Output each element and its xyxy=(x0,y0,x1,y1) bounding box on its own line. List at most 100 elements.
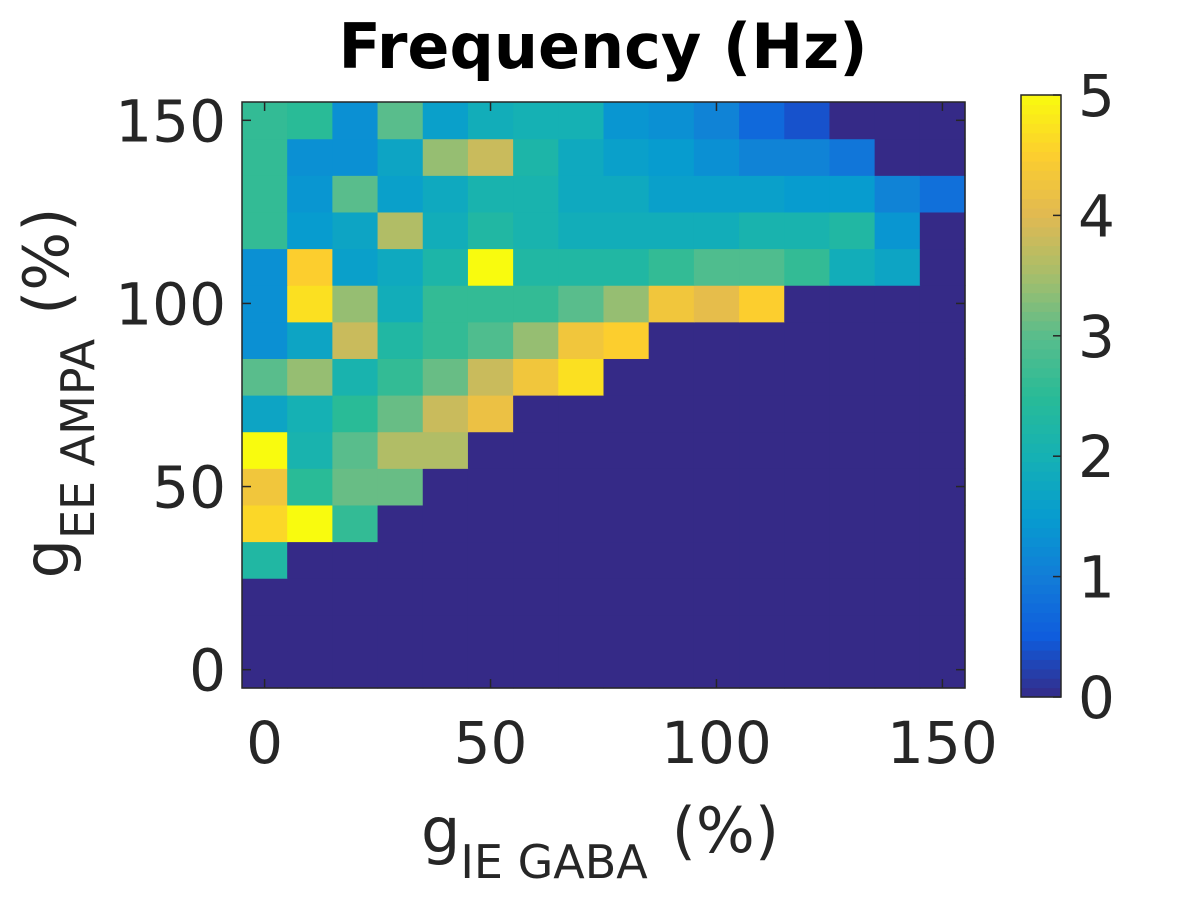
heatmap-cell xyxy=(422,468,469,506)
y-tick-label: 150 xyxy=(115,87,226,155)
colorbar-tick-label: 3 xyxy=(1078,303,1115,371)
heatmap-cell xyxy=(467,614,514,652)
heatmap-cell xyxy=(242,614,288,652)
colorbar-frame xyxy=(1020,94,1062,698)
heatmap-cell xyxy=(919,395,966,433)
y-tick-label: 50 xyxy=(152,454,226,522)
heatmap-cell xyxy=(784,541,831,579)
heatmap-cell xyxy=(829,138,876,176)
heatmap-cell xyxy=(739,248,785,286)
x-axis-label-sub: IE GABA xyxy=(460,835,648,889)
axis-ticks xyxy=(242,102,965,688)
heatmap-cell xyxy=(784,211,831,250)
heatmap-cell xyxy=(332,175,379,213)
heatmap-cell xyxy=(874,541,921,579)
heatmap-cell xyxy=(513,102,559,140)
heatmap-cell xyxy=(648,211,695,250)
colorbar-tick-label: 5 xyxy=(1078,62,1115,130)
heatmap-cell xyxy=(332,541,379,579)
colorbar-segment xyxy=(1021,461,1061,472)
heatmap-cell xyxy=(377,358,424,396)
heatmap-cell xyxy=(603,395,650,433)
heatmap-cell xyxy=(377,102,424,140)
heatmap-cell xyxy=(874,138,921,176)
heatmap-cell xyxy=(558,395,605,433)
heatmap-cell xyxy=(287,285,333,323)
heatmap-cell xyxy=(603,468,650,506)
heatmap-cell xyxy=(739,358,785,396)
colorbar-segment xyxy=(1021,245,1061,256)
heatmap-cell xyxy=(874,285,921,323)
heatmap-cell xyxy=(739,651,785,689)
heatmap-cell xyxy=(422,175,469,213)
heatmap-cell xyxy=(603,102,650,140)
colorbar-segment xyxy=(1021,264,1061,275)
heatmap-cell xyxy=(242,504,288,543)
heatmap-cell xyxy=(648,285,695,323)
heatmap-cell xyxy=(648,504,695,543)
colorbar-tick-label: 0 xyxy=(1078,664,1115,732)
heatmap-cell xyxy=(242,248,288,286)
heatmap-cell xyxy=(287,358,333,396)
x-tick-labels: 0 50 100 150 xyxy=(246,709,998,777)
heatmap-cell xyxy=(422,285,469,323)
heatmap-cell xyxy=(739,468,785,506)
heatmap-cell xyxy=(739,285,785,323)
heatmap-cell xyxy=(693,468,740,506)
heatmap-cell xyxy=(558,468,605,506)
x-tick-label: 50 xyxy=(454,709,528,777)
colorbar-segment xyxy=(1021,659,1061,670)
colorbar-segment xyxy=(1021,499,1061,510)
heatmap-cell xyxy=(558,614,605,652)
heatmap-cell xyxy=(377,468,424,506)
heatmap-cell xyxy=(332,248,379,286)
colorbar: 0 1 2 3 4 5 xyxy=(1020,62,1115,732)
heatmap-cell xyxy=(648,578,695,616)
heatmap-cell xyxy=(513,211,559,250)
heatmap-cell xyxy=(648,614,695,652)
colorbar-segment xyxy=(1021,555,1061,566)
colorbar-segment xyxy=(1021,198,1061,209)
heatmap-cell xyxy=(919,175,966,213)
heatmap-cell xyxy=(919,138,966,176)
heatmap-cell xyxy=(332,211,379,250)
heatmap-cell xyxy=(332,395,379,433)
heatmap-cell xyxy=(467,395,514,433)
heatmap-cell xyxy=(919,614,966,652)
heatmap-cell xyxy=(693,541,740,579)
colorbar-segment xyxy=(1021,584,1061,595)
heatmap-cell xyxy=(513,651,559,689)
colorbar-segment xyxy=(1021,424,1061,435)
heatmap-cell xyxy=(648,102,695,140)
heatmap-cell xyxy=(693,395,740,433)
colorbar-segment xyxy=(1021,226,1061,237)
colorbar-segment xyxy=(1021,471,1061,482)
heatmap-cell xyxy=(874,175,921,213)
heatmap-cell xyxy=(919,504,966,543)
heatmap-cell xyxy=(829,578,876,616)
heatmap-cell xyxy=(513,395,559,433)
heatmap-cell xyxy=(332,504,379,543)
heatmap-cell xyxy=(784,651,831,689)
x-tick-label: 150 xyxy=(887,709,998,777)
colorbar-segment xyxy=(1021,518,1061,529)
heatmap-cell xyxy=(603,211,650,250)
colorbar-tick-label: 1 xyxy=(1078,544,1115,612)
heatmap-cell xyxy=(513,578,559,616)
heatmap-cell xyxy=(829,504,876,543)
heatmap-cell xyxy=(467,138,514,176)
heatmap-cell xyxy=(558,175,605,213)
heatmap-cell xyxy=(919,578,966,616)
heatmap-cell xyxy=(739,504,785,543)
heatmap-cell xyxy=(874,248,921,286)
colorbar-segment xyxy=(1021,132,1061,143)
heatmap-cell xyxy=(739,614,785,652)
colorbar-segment xyxy=(1021,311,1061,322)
heatmap-cell xyxy=(874,504,921,543)
heatmap-cell xyxy=(332,321,379,359)
heatmap-cell xyxy=(332,614,379,652)
colorbar-segment xyxy=(1021,612,1061,623)
heatmap-cell xyxy=(332,651,379,689)
y-axis-label: gEE AMPA (%) xyxy=(10,208,105,579)
